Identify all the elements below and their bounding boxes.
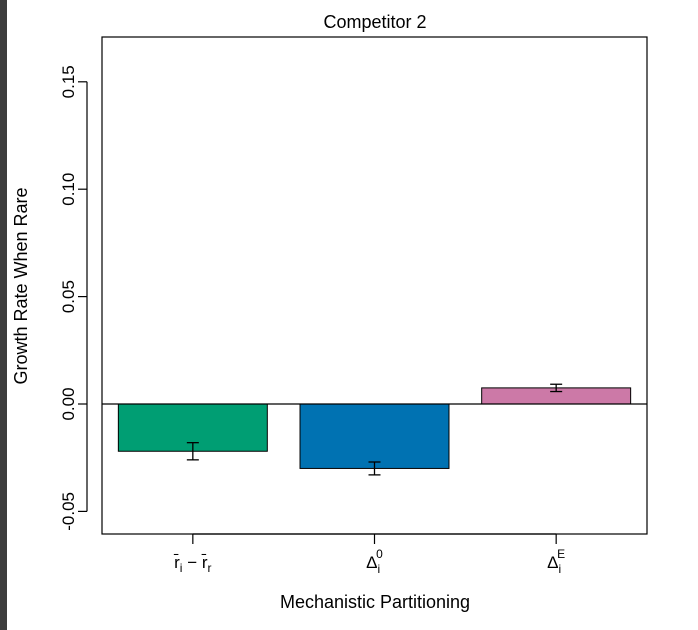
y-tick-label: 0.10 bbox=[59, 173, 78, 206]
left-edge-strip bbox=[0, 0, 7, 630]
chart-title: Competitor 2 bbox=[323, 12, 426, 32]
y-tick-label: -0.05 bbox=[59, 492, 78, 531]
x-tick-label: r̄i − r̄r bbox=[173, 553, 211, 575]
y-tick-label: 0.15 bbox=[59, 65, 78, 98]
x-axis-title: Mechanistic Partitioning bbox=[280, 592, 470, 612]
bars-group bbox=[117, 383, 632, 476]
y-tick-label: 0.00 bbox=[59, 387, 78, 420]
x-tick-label: Δi0 bbox=[366, 547, 383, 576]
bar bbox=[299, 403, 450, 469]
y-axis-title: Growth Rate When Rare bbox=[11, 187, 31, 384]
x-tick-label: ΔiE bbox=[547, 547, 565, 576]
y-axis: -0.05 0.00 0.05 0.10 0.15 bbox=[59, 65, 88, 531]
y-tick-label: 0.05 bbox=[59, 280, 78, 313]
x-axis: r̄i − r̄r Δi0 ΔiE bbox=[173, 533, 565, 576]
